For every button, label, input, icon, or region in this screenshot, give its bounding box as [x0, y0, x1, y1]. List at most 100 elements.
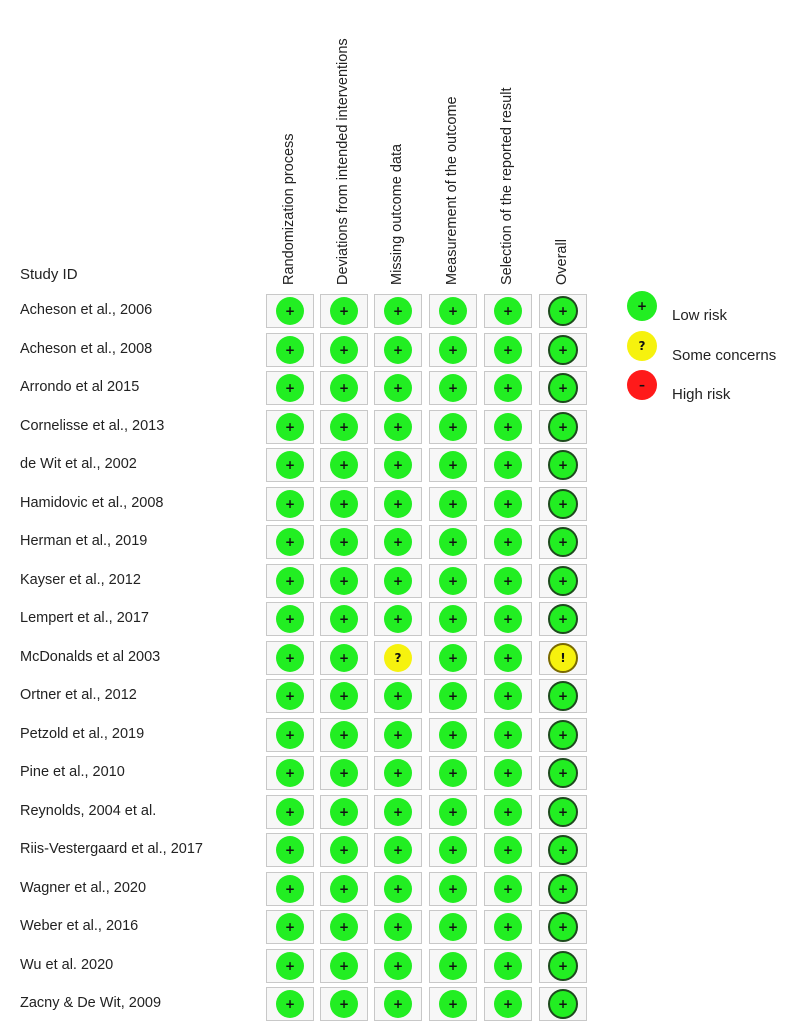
rating-dot: +	[330, 720, 358, 749]
rating-cell: +	[429, 525, 477, 559]
rating-dot: +	[330, 913, 358, 941]
rating-dot: +	[384, 797, 412, 826]
rating-cell: +	[484, 756, 532, 790]
rating-cell: +	[429, 563, 477, 598]
rating-cell: +	[266, 756, 314, 790]
overall-rating-dot: !	[548, 642, 578, 673]
legend-high-dot: –	[627, 370, 657, 400]
rating-cell: +	[320, 640, 368, 675]
rating-dot: +	[276, 489, 304, 518]
rating-dot: +	[330, 836, 358, 864]
rating-dot: +	[330, 489, 358, 518]
rating-cell: +	[539, 448, 587, 482]
rating-dot: +	[276, 951, 304, 980]
rating-cell: +	[429, 871, 477, 906]
rating-cell: +	[539, 679, 587, 713]
rating-dot: +	[384, 528, 412, 556]
rating-dot: +	[384, 374, 412, 402]
rating-dot: +	[276, 797, 304, 826]
rating-dot: +	[494, 605, 522, 633]
rating-dot: +	[384, 412, 412, 441]
rating-cell: +	[320, 987, 368, 1021]
rating-dot: +	[439, 566, 467, 595]
rating-cell: +	[266, 371, 314, 405]
rating-dot: +	[384, 759, 412, 787]
rating-dot: +	[494, 643, 522, 672]
rating-cell: +	[539, 371, 587, 405]
rating-cell: +	[484, 987, 532, 1021]
study-label: Kayser et al., 2012	[20, 571, 141, 588]
rating-cell: +	[374, 525, 422, 559]
rating-cell: +	[374, 833, 422, 867]
rating-dot: +	[330, 643, 358, 672]
rating-cell: +	[539, 794, 587, 829]
rating-dot: +	[276, 836, 304, 864]
overall-rating-dot: +	[548, 873, 578, 904]
rating-cell: +	[484, 332, 532, 367]
rating-cell: +	[484, 833, 532, 867]
rating-cell: +	[266, 448, 314, 482]
rating-dot: +	[330, 297, 358, 325]
rating-dot: +	[330, 374, 358, 402]
rating-dot: +	[384, 720, 412, 749]
rating-cell: +	[429, 332, 477, 367]
rating-dot: +	[330, 566, 358, 595]
rating-cell: +	[266, 987, 314, 1021]
rating-cell: +	[484, 409, 532, 444]
rating-dot: +	[494, 874, 522, 903]
rating-cell: +	[374, 948, 422, 983]
rating-dot: +	[439, 412, 467, 441]
rating-cell: +	[374, 409, 422, 444]
study-label: Riis-Vestergaard et al., 2017	[20, 841, 203, 857]
rating-dot: +	[494, 797, 522, 826]
rating-dot: ?	[384, 643, 412, 672]
rating-cell: +	[539, 294, 587, 328]
domain-header: Missing outcome data	[389, 143, 405, 285]
rating-cell: +	[374, 871, 422, 906]
rating-cell: +	[266, 409, 314, 444]
study-label: Petzold et al., 2019	[20, 725, 145, 742]
rating-dot: +	[494, 682, 522, 710]
rating-dot: +	[439, 335, 467, 364]
rating-cell: +	[374, 679, 422, 713]
rating-dot: +	[494, 836, 522, 864]
rating-cell: +	[429, 371, 477, 405]
rating-dot: +	[330, 528, 358, 556]
legend-some-label: Some concerns	[672, 347, 777, 364]
rating-cell: +	[539, 332, 587, 367]
rating-cell: +	[429, 948, 477, 983]
rating-cell: +	[374, 294, 422, 328]
rating-dot: +	[384, 951, 412, 980]
rating-cell: +	[429, 679, 477, 713]
rating-dot: +	[330, 797, 358, 826]
rating-dot: +	[494, 566, 522, 595]
rating-cell: +	[484, 525, 532, 559]
rating-cell: +	[374, 756, 422, 790]
study-label: McDonalds et al 2003	[20, 648, 161, 665]
rating-dot: +	[384, 913, 412, 941]
rating-cell: +	[374, 987, 422, 1021]
rating-cell: +	[320, 525, 368, 559]
rating-cell: +	[320, 332, 368, 367]
rating-dot: +	[384, 335, 412, 364]
rating-dot: +	[384, 489, 412, 518]
domain-header: Deviations from intended interventions	[335, 38, 351, 285]
rating-dot: +	[384, 682, 412, 710]
domain-header: Randomization process	[281, 133, 297, 285]
rating-cell: +	[429, 717, 477, 752]
rating-dot: +	[439, 605, 467, 633]
rating-cell: +	[320, 563, 368, 598]
rating-dot: +	[494, 720, 522, 749]
rating-dot: +	[494, 528, 522, 556]
rating-cell: +	[484, 910, 532, 944]
rating-cell: +	[320, 486, 368, 521]
rating-dot: +	[276, 643, 304, 672]
rating-cell: +	[429, 486, 477, 521]
rating-cell: +	[484, 717, 532, 752]
rating-cell: +	[484, 948, 532, 983]
rating-cell: +	[266, 602, 314, 636]
rating-dot: +	[439, 951, 467, 980]
rating-dot: +	[276, 297, 304, 325]
rating-cell: +	[266, 910, 314, 944]
rating-dot: +	[330, 335, 358, 364]
